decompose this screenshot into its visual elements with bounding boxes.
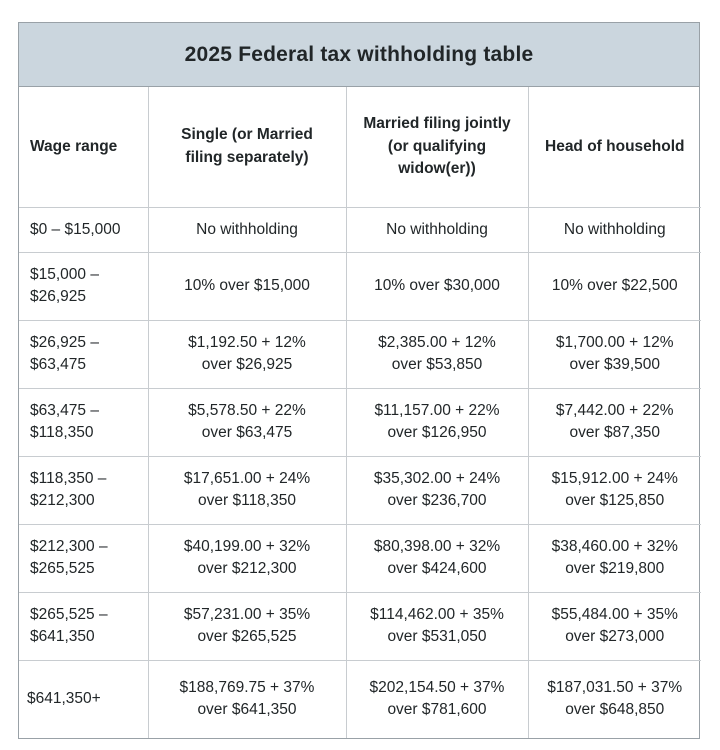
married-jointly-cell: No withholding (345, 206, 529, 253)
single-cell: $57,231.00 + 35% over $265,525 (147, 591, 347, 661)
married-jointly-cell: $2,385.00 + 12% over $53,850 (345, 319, 529, 389)
single-cell: $5,578.50 + 22% over $63,475 (147, 387, 347, 457)
wage-range-header: Wage range (19, 87, 149, 208)
single-header: Single (or Married filing separately) (147, 87, 347, 208)
table-row: $26,925 – $63,475 $1,192.50 + 12% over $2… (19, 319, 701, 389)
single-cell: $188,769.75 + 37% over $641,350 (147, 659, 347, 738)
wage-range-cell: $118,350 – $212,300 (19, 455, 149, 525)
table-row: $15,000 – $26,925 10% over $15,000 10% ove… (19, 251, 701, 321)
head-of-household-cell: $1,700.00 + 12% over $39,500 (527, 319, 701, 389)
table-row: $118,350 – $212,300 $17,651.00 + 24% over… (19, 455, 701, 525)
wage-range-cell: $641,350+ (19, 659, 149, 738)
head-of-household-header: Head of household (527, 87, 701, 208)
table-row: $265,525 – $641,350 $57,231.00 + 35% over… (19, 591, 701, 661)
head-of-household-cell: 10% over $22,500 (527, 251, 701, 321)
married-jointly-cell: $202,154.50 + 37% over $781,600 (345, 659, 529, 738)
head-of-household-cell: No withholding (527, 206, 701, 253)
wage-range-cell: $265,525 – $641,350 (19, 591, 149, 661)
single-cell: $40,199.00 + 32% over $212,300 (147, 523, 347, 593)
wage-range-cell: $0 – $15,000 (19, 206, 149, 253)
withholding-table: Wage range Single (or Married filing sepa… (19, 87, 701, 738)
head-of-household-cell: $55,484.00 + 35% over $273,000 (527, 591, 701, 661)
married-jointly-cell: $114,462.00 + 35% over $531,050 (345, 591, 529, 661)
married-jointly-cell: 10% over $30,000 (345, 251, 529, 321)
head-of-household-cell: $15,912.00 + 24% over $125,850 (527, 455, 701, 525)
single-cell: No withholding (147, 206, 347, 253)
single-cell: $1,192.50 + 12% over $26,925 (147, 319, 347, 389)
wage-range-cell: $26,925 – $63,475 (19, 319, 149, 389)
table-row: $212,300 – $265,525 $40,199.00 + 32% over… (19, 523, 701, 593)
single-cell: 10% over $15,000 (147, 251, 347, 321)
table-row: $63,475 – $118,350 $5,578.50 + 22% over $… (19, 387, 701, 457)
withholding-table-frame: 2025 Federal tax withholding table Wage … (18, 22, 701, 739)
table-row: $0 – $15,000 No withholding No withholding… (19, 206, 701, 253)
head-of-household-cell: $7,442.00 + 22% over $87,350 (527, 387, 701, 457)
wage-range-cell: $63,475 – $118,350 (19, 387, 149, 457)
married-jointly-cell: $80,398.00 + 32% over $424,600 (345, 523, 529, 593)
married-jointly-cell: $35,302.00 + 24% over $236,700 (345, 455, 529, 525)
header-row: Wage range Single (or Married filing sepa… (19, 87, 701, 208)
married-jointly-header: Married filing jointly (or qualifying wi… (345, 87, 529, 208)
head-of-household-cell: $187,031.50 + 37% over $648,850 (527, 659, 701, 738)
table-row: $641,350+ $188,769.75 + 37% over $641,350… (19, 659, 701, 738)
single-cell: $17,651.00 + 24% over $118,350 (147, 455, 347, 525)
page-title: 2025 Federal tax withholding table (19, 23, 699, 87)
head-of-household-cell: $38,460.00 + 32% over $219,800 (527, 523, 701, 593)
table-header-row: Wage range Single (or Married filing sepa… (19, 87, 701, 208)
wage-range-cell: $212,300 – $265,525 (19, 523, 149, 593)
table-body: $0 – $15,000 No withholding No withholding… (19, 206, 701, 738)
married-jointly-cell: $11,157.00 + 22% over $126,950 (345, 387, 529, 457)
wage-range-cell: $15,000 – $26,925 (19, 251, 149, 321)
